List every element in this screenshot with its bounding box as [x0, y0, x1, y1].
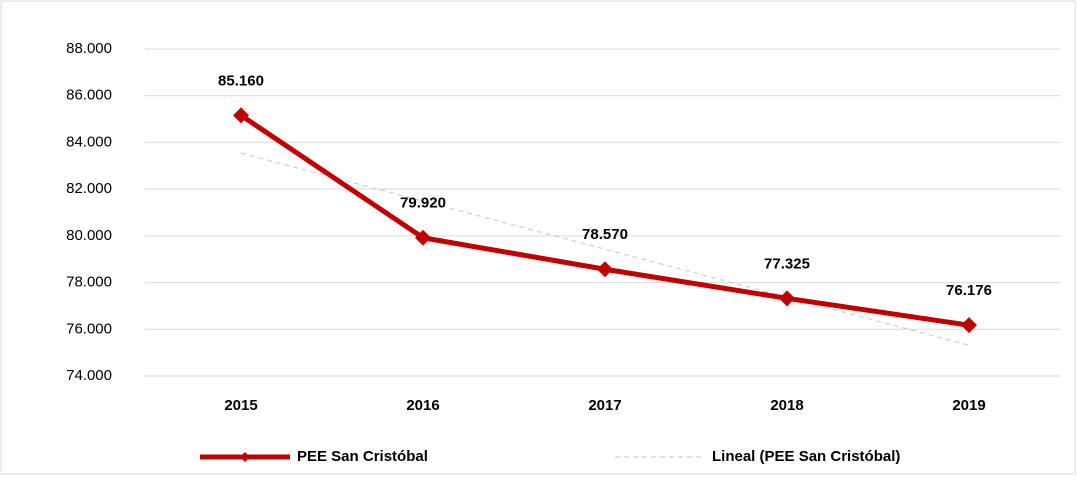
data-label: 78.570	[582, 226, 628, 243]
marker	[597, 261, 613, 278]
data-label: 77.325	[764, 255, 810, 272]
data-label: 76.176	[946, 282, 992, 299]
marker	[233, 107, 249, 124]
x-tick-label: 2018	[770, 397, 803, 414]
marker	[961, 317, 977, 334]
data-label: 79.920	[400, 195, 446, 212]
y-tick-label: 74.000	[66, 367, 112, 384]
y-tick-label: 80.000	[66, 227, 112, 244]
x-tick-label: 2017	[588, 397, 621, 414]
marker	[779, 290, 795, 307]
y-tick-label: 84.000	[66, 133, 112, 150]
x-tick-label: 2019	[952, 397, 985, 414]
y-tick-label: 76.000	[66, 320, 112, 337]
data-label: 85.160	[218, 72, 264, 89]
x-tick-label: 2015	[224, 397, 257, 414]
x-tick-label: 2016	[406, 397, 439, 414]
legend-marker	[240, 452, 250, 462]
y-tick-label: 86.000	[66, 87, 112, 104]
y-tick-label: 78.000	[66, 274, 112, 291]
marker	[415, 229, 431, 246]
y-tick-label: 88.000	[66, 40, 112, 57]
legend-label: PEE San Cristóbal	[297, 448, 428, 465]
legend-label: Lineal (PEE San Cristóbal)	[712, 448, 900, 465]
y-tick-label: 82.000	[66, 180, 112, 197]
